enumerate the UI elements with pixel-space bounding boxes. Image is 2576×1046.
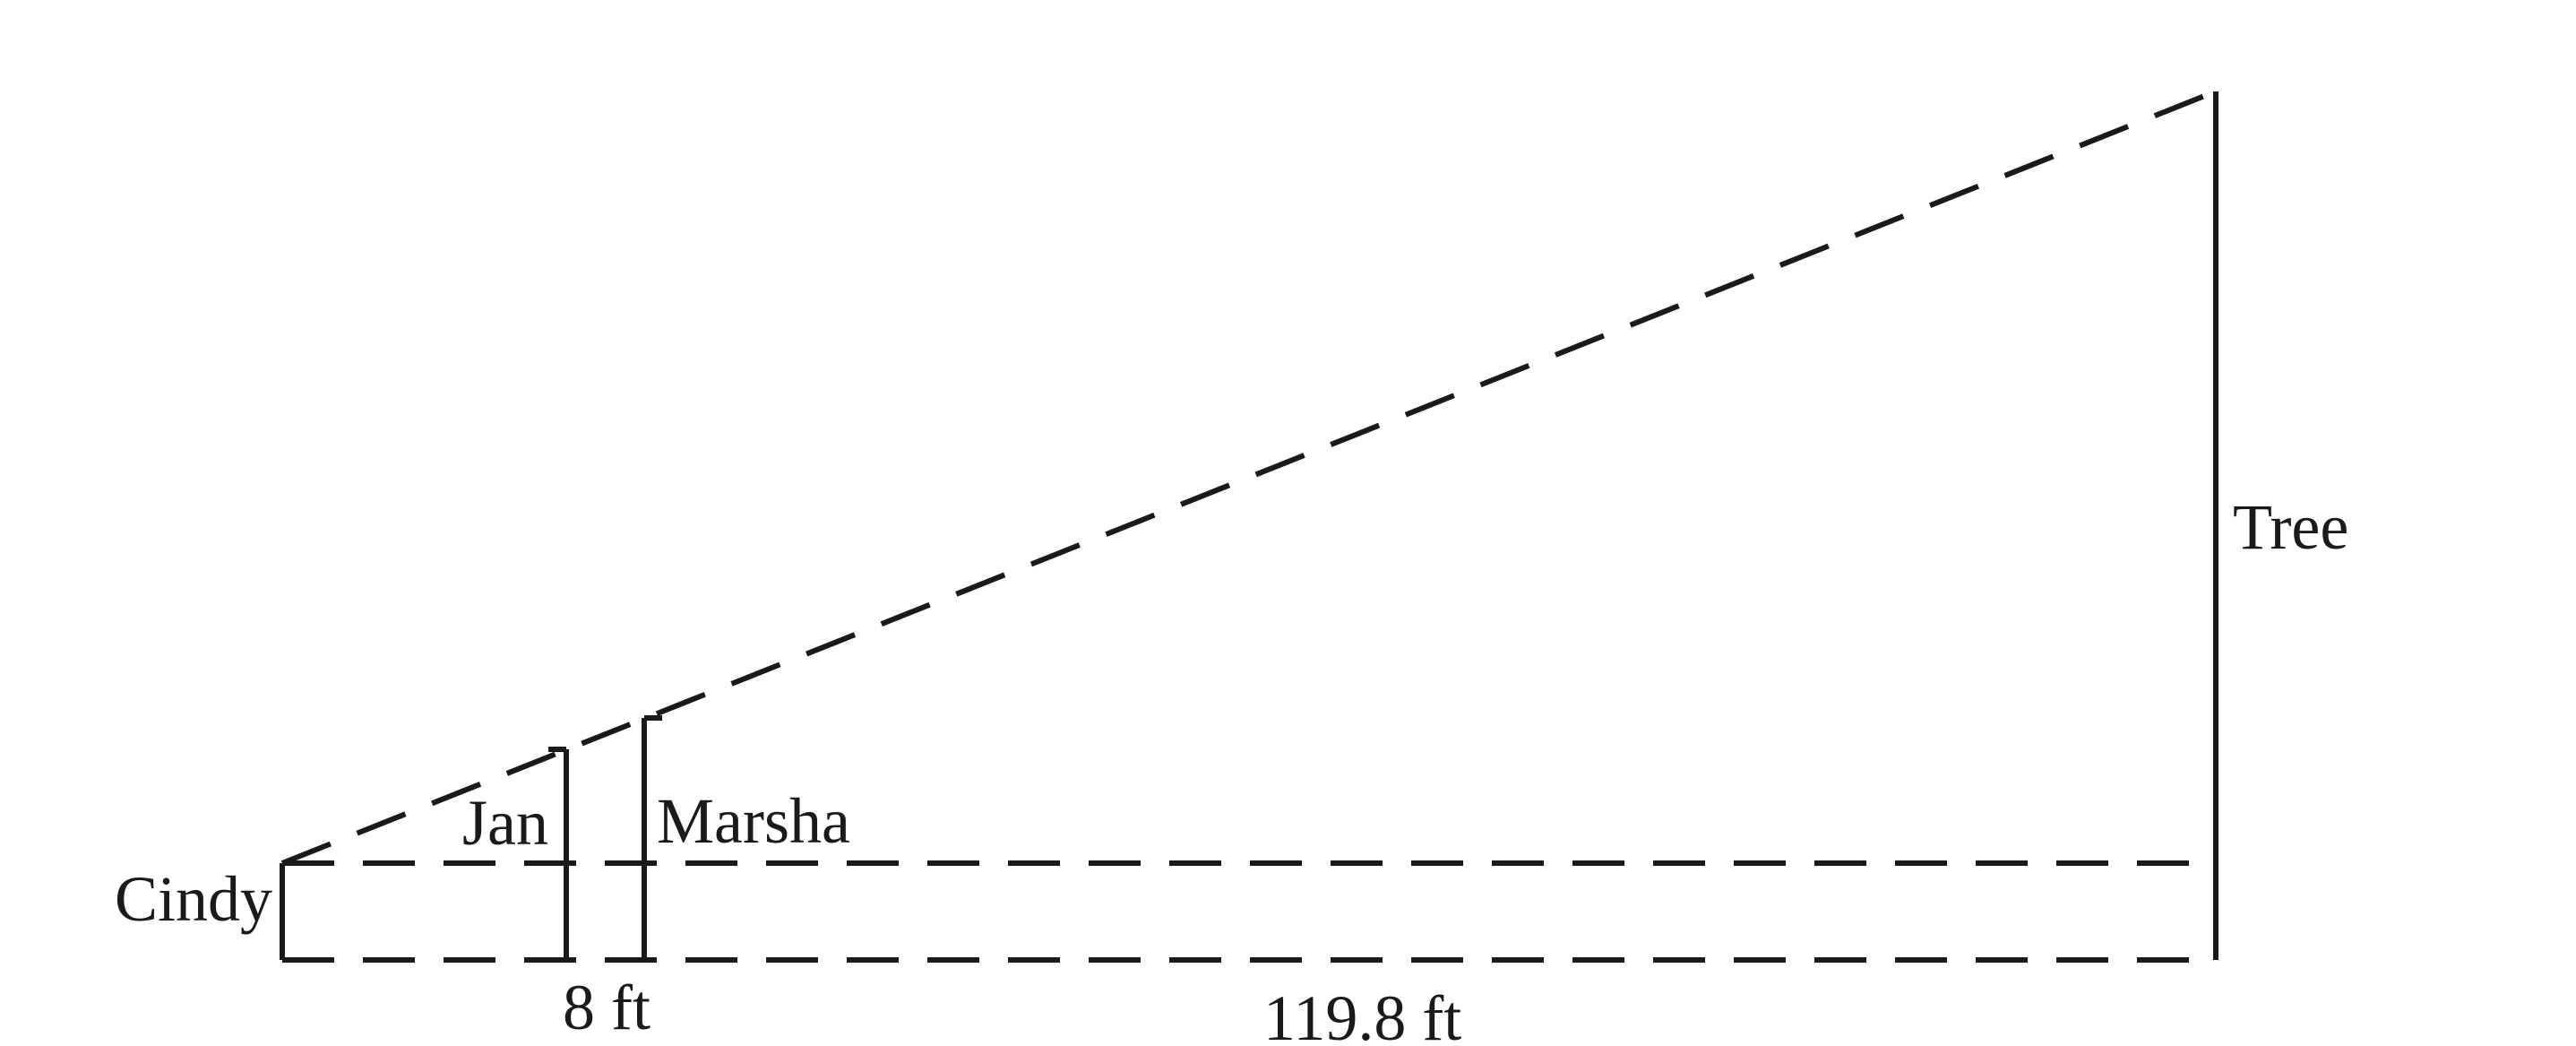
tree-label: Tree <box>2233 491 2348 563</box>
marsha-label: Marsha <box>657 785 850 857</box>
cindy-label: Cindy <box>115 863 272 935</box>
jan-label: Jan <box>462 787 548 859</box>
distance-long-label: 119.8 ft <box>1263 982 1461 1046</box>
sight-line <box>280 89 2218 866</box>
distance-short-label: 8 ft <box>563 972 650 1043</box>
